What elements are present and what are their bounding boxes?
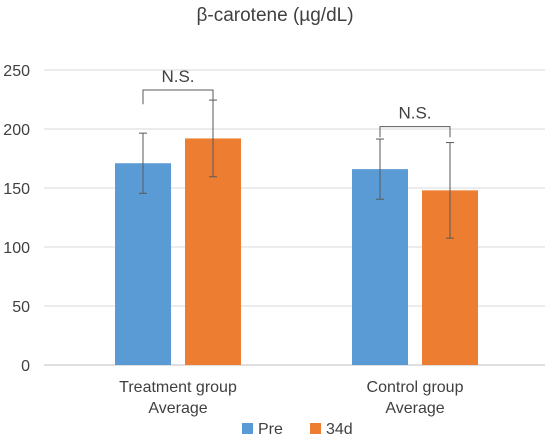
y-tick-label: 150	[3, 181, 30, 198]
x-category-label: Control group	[367, 379, 464, 396]
bar-pre-1	[352, 169, 408, 365]
significance-label-1: N.S.	[398, 104, 431, 123]
y-tick-label: 0	[21, 358, 30, 375]
x-category-label: Treatment group	[119, 379, 237, 396]
x-category-label: Average	[148, 400, 207, 417]
legend-label-34d: 34d	[326, 421, 353, 438]
significance-bracket-1	[379, 126, 451, 138]
y-tick-label: 50	[12, 299, 30, 316]
significance-bracket-0	[142, 89, 214, 105]
bar-pre-0	[115, 163, 171, 365]
y-tick-label: 200	[3, 122, 30, 139]
y-tick-label: 100	[3, 240, 30, 257]
legend-label-pre: Pre	[258, 421, 283, 438]
legend-swatch-34d	[310, 423, 321, 434]
x-category-label: Average	[385, 400, 444, 417]
y-tick-label: 250	[3, 63, 30, 80]
chart-title: β-carotene (µg/dL)	[196, 5, 353, 26]
significance-label-0: N.S.	[161, 67, 194, 86]
legend-swatch-pre	[242, 423, 253, 434]
